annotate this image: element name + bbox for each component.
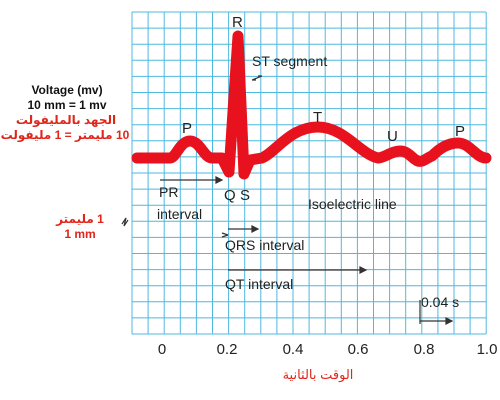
x-tick-label: 0 <box>158 341 166 358</box>
x-axis-label: الوقت بالثانية <box>282 367 354 382</box>
u-wave-label: U <box>387 128 398 145</box>
qrs-interval-label: QRS interval <box>225 237 304 253</box>
voltage-title: Voltage (mv) <box>31 83 103 97</box>
mm-scale-english: 1 mm <box>64 227 96 241</box>
p-wave-label-2: P <box>455 123 465 140</box>
s-wave-label: S <box>240 187 250 204</box>
qrs-arrow-icon <box>221 232 229 238</box>
interval-arrows <box>160 176 454 325</box>
p-wave-label: P <box>182 120 192 137</box>
pr-interval-arrow-head <box>215 176 224 184</box>
x-axis-ticks: 0 0.2 0.4 0.6 0.8 1.0 <box>158 341 498 358</box>
x-tick-label: 0.6 <box>348 341 369 358</box>
qt-interval-arrow-head <box>359 266 368 274</box>
st-segment-arrow-icon <box>251 75 263 81</box>
x-tick-label: 0.8 <box>414 341 435 358</box>
pr-interval-label-line2: interval <box>157 206 202 222</box>
qt-interval-label: QT interval <box>225 276 293 292</box>
mm-scale-arabic: 1 مليمتر <box>56 212 104 226</box>
time-unit-label: 0.04 s <box>421 294 459 310</box>
st-segment-label: ST segment <box>252 53 327 69</box>
x-tick-label: 1.0 <box>477 341 498 358</box>
mm-scale-squiggle-icon <box>121 217 129 227</box>
t-wave-label: T <box>313 109 322 126</box>
voltage-scale: 10 mm = 1 mv <box>27 98 107 112</box>
voltage-arabic-title: الجهد بالمليفولت <box>15 113 117 127</box>
r-wave-label: R <box>232 14 243 31</box>
x-tick-label: 0.4 <box>283 341 304 358</box>
pr-interval-label-line1: PR <box>159 184 178 200</box>
ecg-grid <box>131 11 487 335</box>
voltage-arabic-scale: 10 مليمتر = 1 مليفولت <box>0 128 130 142</box>
ecg-waveform <box>131 30 492 180</box>
qrs-interval-arrow-head <box>251 225 260 233</box>
q-wave-label: Q <box>224 187 236 204</box>
time-unit-arrow-head <box>445 317 454 325</box>
x-tick-label: 0.2 <box>217 341 238 358</box>
isoelectric-line-label: Isoelectric line <box>308 196 397 212</box>
